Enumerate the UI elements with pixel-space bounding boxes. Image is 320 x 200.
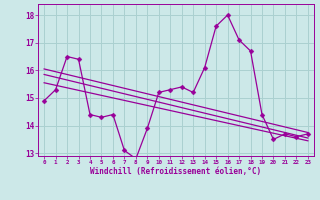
- X-axis label: Windchill (Refroidissement éolien,°C): Windchill (Refroidissement éolien,°C): [91, 167, 261, 176]
